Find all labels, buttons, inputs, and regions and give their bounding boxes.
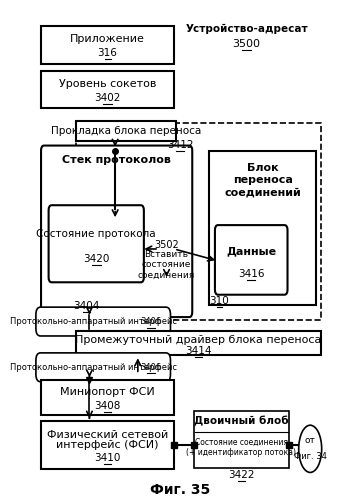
Text: Миниопорт ФСИ: Миниопорт ФСИ	[60, 388, 155, 398]
FancyBboxPatch shape	[36, 353, 170, 382]
Text: Приложение: Приложение	[70, 34, 145, 44]
Ellipse shape	[299, 425, 322, 472]
Text: Устройство-адресат: Устройство-адресат	[185, 24, 308, 34]
Text: 3412: 3412	[167, 140, 193, 149]
Text: 3502: 3502	[154, 240, 179, 250]
Text: Прокладка блока переноса: Прокладка блока переноса	[51, 126, 201, 136]
Text: переноса: переноса	[233, 176, 292, 186]
FancyBboxPatch shape	[76, 332, 321, 355]
Text: 3404: 3404	[73, 300, 100, 310]
Text: 3422: 3422	[228, 470, 255, 480]
Text: 3406: 3406	[140, 363, 162, 372]
FancyBboxPatch shape	[215, 225, 288, 294]
Text: Блок: Блок	[247, 163, 278, 173]
FancyBboxPatch shape	[209, 150, 316, 304]
Text: Физический сетевой: Физический сетевой	[47, 430, 168, 440]
FancyBboxPatch shape	[49, 205, 144, 282]
Text: 3414: 3414	[185, 346, 211, 356]
Text: Состояние протокола: Состояние протокола	[36, 228, 156, 238]
Text: соединений: соединений	[224, 188, 301, 198]
Text: 3420: 3420	[83, 254, 109, 264]
Text: 3406: 3406	[140, 317, 162, 326]
Text: Протокольно-аппаратный интерфейс: Протокольно-аппаратный интерфейс	[10, 317, 177, 326]
Text: 3410: 3410	[95, 454, 121, 464]
Text: 3500: 3500	[233, 38, 261, 48]
FancyBboxPatch shape	[41, 422, 174, 469]
FancyBboxPatch shape	[41, 26, 174, 64]
Text: Данные: Данные	[226, 246, 276, 256]
Text: Протокольно-аппаратный интерфейс: Протокольно-аппаратный интерфейс	[10, 363, 177, 372]
Text: 310: 310	[209, 296, 230, 306]
FancyBboxPatch shape	[36, 307, 170, 336]
Text: Стек протоколов: Стек протоколов	[62, 156, 171, 166]
FancyBboxPatch shape	[41, 146, 192, 317]
FancyBboxPatch shape	[76, 120, 176, 141]
Text: 316: 316	[98, 48, 118, 58]
Text: Фиг. 34: Фиг. 34	[294, 452, 327, 462]
Text: Промежуточный драйвер блока переноса: Промежуточный драйвер блока переноса	[75, 335, 322, 345]
Text: от: от	[305, 436, 316, 446]
Text: Уровень сокетов: Уровень сокетов	[59, 79, 156, 89]
Text: 3416: 3416	[238, 268, 265, 278]
Text: Двоичный блоб: Двоичный блоб	[194, 416, 289, 426]
Text: Вставить
состояние
соединения: Вставить состояние соединения	[138, 250, 195, 280]
Text: 3402: 3402	[95, 93, 121, 103]
FancyBboxPatch shape	[194, 410, 289, 468]
Text: (+ идентификатор потока): (+ идентификатор потока)	[186, 448, 296, 457]
Text: Состояние соединения: Состояние соединения	[195, 438, 288, 446]
Text: интерфейс (ФСИ): интерфейс (ФСИ)	[56, 440, 159, 450]
FancyBboxPatch shape	[41, 380, 174, 415]
Text: Фиг. 35: Фиг. 35	[150, 482, 210, 496]
Text: 3408: 3408	[95, 402, 121, 411]
FancyBboxPatch shape	[41, 71, 174, 108]
